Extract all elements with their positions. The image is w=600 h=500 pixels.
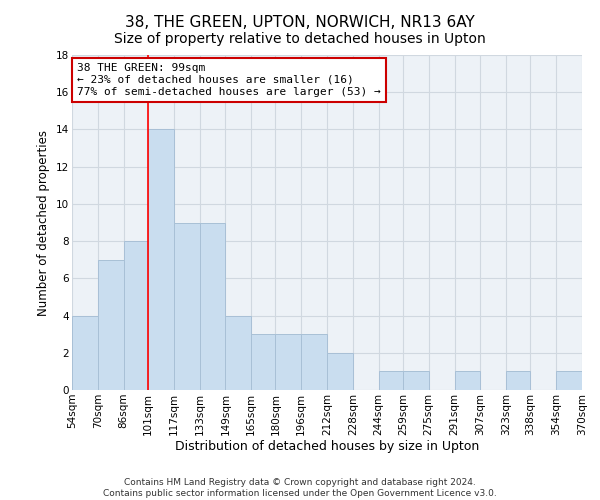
X-axis label: Distribution of detached houses by size in Upton: Distribution of detached houses by size … <box>175 440 479 454</box>
Bar <box>148 130 173 390</box>
Y-axis label: Number of detached properties: Number of detached properties <box>37 130 50 316</box>
Bar <box>98 260 124 390</box>
Bar <box>506 372 530 390</box>
Bar <box>275 334 301 390</box>
Bar <box>251 334 275 390</box>
Bar <box>327 353 353 390</box>
Bar <box>226 316 251 390</box>
Bar <box>173 222 200 390</box>
Text: 38 THE GREEN: 99sqm
← 23% of detached houses are smaller (16)
77% of semi-detach: 38 THE GREEN: 99sqm ← 23% of detached ho… <box>77 64 381 96</box>
Bar <box>199 222 226 390</box>
Bar <box>403 372 428 390</box>
Bar <box>379 372 403 390</box>
Text: 38, THE GREEN, UPTON, NORWICH, NR13 6AY: 38, THE GREEN, UPTON, NORWICH, NR13 6AY <box>125 15 475 30</box>
Bar <box>455 372 481 390</box>
Bar <box>72 316 98 390</box>
Bar <box>301 334 327 390</box>
Bar <box>124 241 148 390</box>
Text: Contains HM Land Registry data © Crown copyright and database right 2024.
Contai: Contains HM Land Registry data © Crown c… <box>103 478 497 498</box>
Bar <box>556 372 582 390</box>
Text: Size of property relative to detached houses in Upton: Size of property relative to detached ho… <box>114 32 486 46</box>
